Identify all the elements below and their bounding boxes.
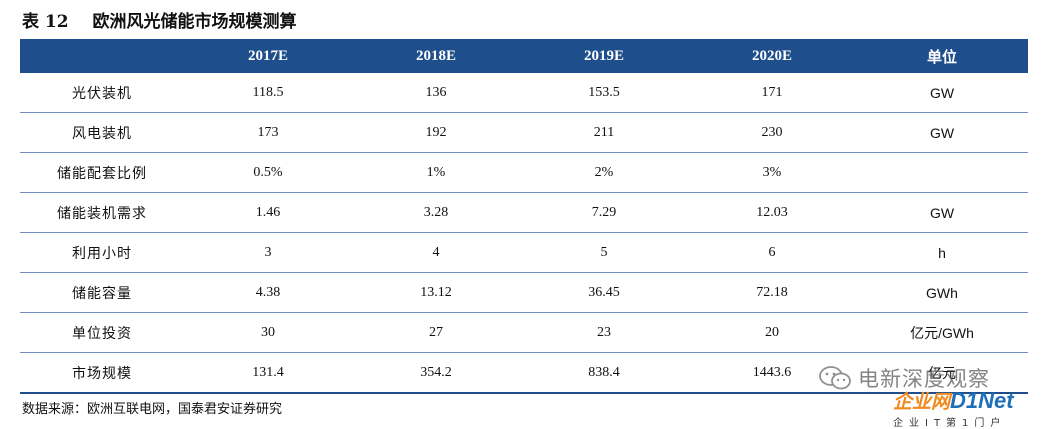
table-cell: 12.03: [688, 192, 856, 233]
row-label: 风电装机: [20, 112, 184, 153]
table-cell: 36.45: [520, 272, 688, 313]
header-cell: 2020E: [688, 39, 856, 73]
table-row: 光伏装机 118.5 136 153.5 171 GW: [20, 73, 1028, 113]
d1net-logo: 企业网 D1Net 企业IT第1门户: [893, 387, 1053, 429]
unit-cell: GWh: [856, 272, 1028, 313]
table-cell: 3%: [688, 152, 856, 193]
table-row: 单位投资 30 27 23 20 亿元/GWh: [20, 312, 1028, 353]
table-row: 利用小时 3 4 5 6 h: [20, 232, 1028, 273]
table-cell: 4: [352, 232, 520, 273]
logo-subtitle: 企业IT第1门户: [893, 418, 1007, 429]
row-label: 市场规模: [20, 352, 184, 394]
table-cell: 4.38: [184, 272, 352, 313]
table-cell: 13.12: [352, 272, 520, 313]
header-cell: 单位: [856, 39, 1028, 73]
header-cell: [20, 39, 184, 73]
row-label: 利用小时: [20, 232, 184, 273]
table-cell: 136: [352, 73, 520, 113]
table-cell: 3.28: [352, 192, 520, 233]
table-cell: 0.5%: [184, 152, 352, 193]
unit-cell: GW: [856, 192, 1028, 233]
logo-en-text: D1Net: [950, 388, 1014, 413]
table-cell: 5: [520, 232, 688, 273]
table-number: 表 12: [22, 12, 69, 32]
header-cell: 2018E: [352, 39, 520, 73]
table-row: 储能装机需求 1.46 3.28 7.29 12.03 GW: [20, 192, 1028, 233]
row-label: 储能容量: [20, 272, 184, 313]
row-label: 光伏装机: [20, 73, 184, 113]
table-cell: 1%: [352, 152, 520, 193]
table-row: 风电装机 173 192 211 230 GW: [20, 112, 1028, 153]
table-cell: 2%: [520, 152, 688, 193]
table-cell: 354.2: [352, 352, 520, 394]
row-label: 储能配套比例: [20, 152, 184, 193]
table-cell: 20: [688, 312, 856, 353]
table-cell: 230: [688, 112, 856, 153]
table-cell: 23: [520, 312, 688, 353]
unit-cell: GW: [856, 73, 1028, 113]
table-row: 储能容量 4.38 13.12 36.45 72.18 GWh: [20, 272, 1028, 313]
table-cell: 153.5: [520, 73, 688, 113]
unit-cell: [856, 152, 1028, 193]
header-cell: 2019E: [520, 39, 688, 73]
unit-cell: h: [856, 232, 1028, 273]
table-cell: 171: [688, 73, 856, 113]
table-cell: 7.29: [520, 192, 688, 233]
table-cell: 118.5: [184, 73, 352, 113]
unit-cell: 亿元: [856, 352, 1028, 394]
logo-cn-text: 企业网: [893, 391, 951, 413]
source-note: 数据来源：欧洲互联电网，国泰君安证券研究: [22, 402, 283, 417]
header-cell: 2017E: [184, 39, 352, 73]
table-cell: 131.4: [184, 352, 352, 394]
table-cell: 72.18: [688, 272, 856, 313]
unit-cell: 亿元/GWh: [856, 312, 1028, 353]
table-title: 表 12 欧洲风光储能市场规模测算: [22, 8, 297, 36]
data-table: 2017E 2018E 2019E 2020E 单位 光伏装机 118.5 13…: [20, 39, 1028, 394]
row-label: 储能装机需求: [20, 192, 184, 233]
table-cell: 30: [184, 312, 352, 353]
table-cell: 211: [520, 112, 688, 153]
table-title-text: 欧洲风光储能市场规模测算: [92, 12, 297, 32]
header-row: 2017E 2018E 2019E 2020E 单位: [20, 39, 1028, 73]
unit-cell: GW: [856, 112, 1028, 153]
table-row: 储能配套比例 0.5% 1% 2% 3%: [20, 152, 1028, 193]
table-cell: 192: [352, 112, 520, 153]
table-cell: 3: [184, 232, 352, 273]
watermark-text: 电新深度观察: [858, 367, 990, 391]
table-cell: 838.4: [520, 352, 688, 394]
table-cell: 1.46: [184, 192, 352, 233]
wechat-watermark: 电新深度观察: [818, 362, 1048, 394]
wechat-icon: [819, 366, 851, 390]
row-label: 单位投资: [20, 312, 184, 353]
table-cell: 6: [688, 232, 856, 273]
table-cell: 173: [184, 112, 352, 153]
table-cell: 27: [352, 312, 520, 353]
